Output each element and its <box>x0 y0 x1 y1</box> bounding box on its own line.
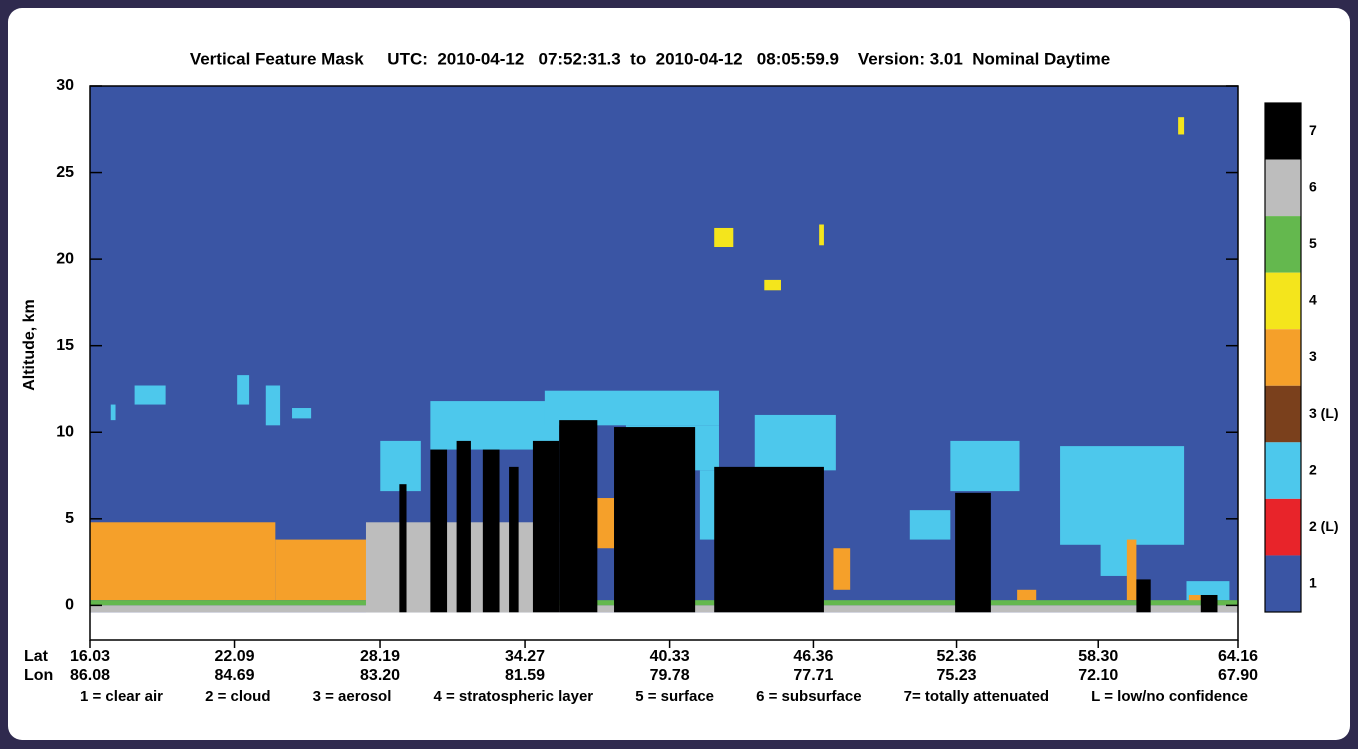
feature <box>714 467 824 612</box>
feature <box>430 450 447 613</box>
key-item: 3 = aerosol <box>313 688 392 705</box>
feature <box>1017 590 1036 600</box>
colorbar-swatch <box>1265 499 1301 556</box>
feature <box>237 375 249 404</box>
y-tick-label: 30 <box>56 77 74 94</box>
x-tick-label: 22.09 <box>215 648 255 665</box>
feature <box>559 420 597 612</box>
x2-tick-label: 86.08 <box>70 667 110 684</box>
y-tick-label: 25 <box>56 164 74 181</box>
feature <box>755 415 836 470</box>
chart: Vertical Feature Mask UTC: 2010-04-12 07… <box>0 0 1358 749</box>
x2-tick-label: 84.69 <box>215 667 255 684</box>
x-tick-label: 28.19 <box>360 648 400 665</box>
colorbar-swatch <box>1265 273 1301 330</box>
feature <box>90 522 275 600</box>
plot-area <box>90 86 1238 612</box>
y-tick-label: 15 <box>56 337 74 354</box>
y-axis-label: Altitude, km <box>21 299 38 391</box>
x-tick-label: 34.27 <box>505 648 545 665</box>
feature <box>380 441 421 491</box>
feature <box>955 493 991 612</box>
colorbar-label: 6 <box>1309 179 1317 195</box>
colorbar-label: 2 (L) <box>1309 518 1339 534</box>
feature <box>1201 595 1218 612</box>
feature <box>135 386 166 405</box>
key-item: 2 = cloud <box>205 688 270 705</box>
key-item: 4 = stratospheric layer <box>433 688 593 705</box>
colorbar-swatch <box>1265 555 1301 612</box>
feature <box>819 225 824 246</box>
x2-tick-label: 83.20 <box>360 667 400 684</box>
feature <box>1127 540 1137 601</box>
colorbar-label: 7 <box>1309 122 1317 138</box>
x-tick-label: 52.36 <box>937 648 977 665</box>
colorbar-label: 5 <box>1309 235 1317 251</box>
key-item: L = low/no confidence <box>1091 688 1248 705</box>
colorbar-swatch <box>1265 442 1301 499</box>
feature <box>399 484 406 612</box>
feature <box>614 427 695 612</box>
y-tick-label: 5 <box>65 510 74 527</box>
feature <box>714 228 733 247</box>
chart-title: Vertical Feature Mask UTC: 2010-04-12 07… <box>190 49 1110 68</box>
colorbar-swatch <box>1265 386 1301 443</box>
colorbar-label: 2 <box>1309 461 1317 477</box>
colorbar-label: 1 <box>1309 574 1317 590</box>
feature <box>292 408 311 418</box>
feature <box>509 467 519 612</box>
page: Vertical Feature Mask UTC: 2010-04-12 07… <box>0 0 1358 749</box>
x-tick-label: 64.16 <box>1218 648 1258 665</box>
feature <box>483 450 500 613</box>
x-tick-label: 58.30 <box>1078 648 1118 665</box>
colorbar-swatch <box>1265 103 1301 160</box>
feature <box>1060 446 1184 545</box>
colorbar-label: 4 <box>1309 292 1317 308</box>
x-tick-label: 16.03 <box>70 648 110 665</box>
feature <box>111 405 116 421</box>
x2-tick-label: 75.23 <box>937 667 977 684</box>
colorbar-swatch <box>1265 329 1301 386</box>
colorbar-label: 3 <box>1309 348 1317 364</box>
feature <box>266 386 280 426</box>
feature <box>275 540 380 601</box>
y-tick-label: 10 <box>56 423 74 440</box>
key-item: 6 = subsurface <box>756 688 861 705</box>
feature <box>833 548 850 590</box>
feature <box>597 498 614 548</box>
y-tick-label: 20 <box>56 250 74 267</box>
x2-tick-label: 77.71 <box>793 667 833 684</box>
x2-tick-label: 81.59 <box>505 667 545 684</box>
feature <box>764 280 781 290</box>
x-tick-label: 40.33 <box>650 648 690 665</box>
feature <box>1136 579 1150 612</box>
class-key: 1 = clear air 2 = cloud 3 = aerosol 4 = str… <box>80 688 1248 705</box>
feature <box>533 441 559 612</box>
feature <box>1101 541 1130 576</box>
y-tick-label: 0 <box>65 597 74 614</box>
x2-tick-label: 67.90 <box>1218 667 1258 684</box>
key-item: 7= totally attenuated <box>904 688 1049 705</box>
x2-axis-label: Lon <box>24 667 53 684</box>
x-tick-label: 46.36 <box>793 648 833 665</box>
colorbar-swatch <box>1265 216 1301 273</box>
x2-tick-label: 79.78 <box>650 667 690 684</box>
key-item: 1 = clear air <box>80 688 163 705</box>
key-item: 5 = surface <box>635 688 714 705</box>
feature <box>950 441 1019 491</box>
feature <box>1178 117 1184 134</box>
feature <box>910 510 951 539</box>
feature <box>457 441 471 612</box>
x2-tick-label: 72.10 <box>1078 667 1118 684</box>
colorbar-swatch <box>1265 160 1301 217</box>
colorbar-label: 3 (L) <box>1309 405 1339 421</box>
x-axis-label: Lat <box>24 648 49 665</box>
